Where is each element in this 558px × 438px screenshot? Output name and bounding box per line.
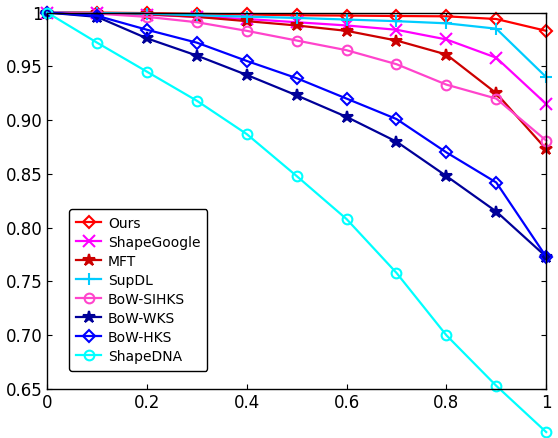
SupDL	[393, 18, 400, 24]
Ours	[44, 10, 51, 15]
BoW-SIHKS	[294, 38, 300, 43]
ShapeDNA	[194, 98, 200, 103]
BoW-HKS	[143, 27, 150, 32]
ShapeDNA	[294, 173, 300, 179]
Legend: Ours, ShapeGoogle, MFT, SupDL, BoW-SIHKS, BoW-WKS, BoW-HKS, ShapeDNA: Ours, ShapeGoogle, MFT, SupDL, BoW-SIHKS…	[69, 209, 208, 371]
BoW-HKS	[243, 58, 250, 64]
SupDL	[243, 14, 250, 19]
Line: Ours: Ours	[43, 8, 550, 35]
BoW-HKS	[443, 150, 450, 155]
SupDL	[194, 13, 200, 18]
MFT	[543, 147, 550, 152]
ShapeDNA	[493, 383, 499, 389]
MFT	[493, 91, 499, 96]
BoW-SIHKS	[243, 28, 250, 33]
BoW-SIHKS	[143, 14, 150, 19]
ShapeGoogle	[493, 55, 499, 60]
SupDL	[343, 17, 350, 22]
Line: MFT: MFT	[41, 6, 552, 155]
Line: BoW-SIHKS: BoW-SIHKS	[42, 8, 551, 145]
BoW-WKS	[543, 254, 550, 259]
Ours	[94, 10, 100, 15]
ShapeGoogle	[543, 101, 550, 106]
Ours	[294, 13, 300, 18]
BoW-WKS	[493, 209, 499, 214]
BoW-SIHKS	[343, 48, 350, 53]
ShapeGoogle	[393, 27, 400, 32]
Line: BoW-WKS: BoW-WKS	[41, 6, 552, 263]
ShapeGoogle	[294, 20, 300, 25]
MFT	[143, 11, 150, 17]
Ours	[493, 16, 499, 21]
ShapeDNA	[243, 131, 250, 137]
Ours	[143, 11, 150, 16]
ShapeDNA	[443, 332, 450, 338]
BoW-SIHKS	[543, 138, 550, 143]
BoW-WKS	[194, 53, 200, 58]
ShapeDNA	[343, 216, 350, 222]
BoW-WKS	[94, 14, 100, 19]
ShapeGoogle	[443, 37, 450, 42]
Ours	[443, 14, 450, 19]
SupDL	[143, 11, 150, 16]
ShapeGoogle	[343, 23, 350, 28]
BoW-WKS	[343, 114, 350, 120]
MFT	[294, 23, 300, 28]
BoW-HKS	[393, 117, 400, 122]
Line: BoW-HKS: BoW-HKS	[43, 8, 550, 261]
MFT	[393, 38, 400, 43]
Line: ShapeDNA: ShapeDNA	[42, 8, 551, 437]
ShapeDNA	[143, 69, 150, 74]
SupDL	[493, 26, 499, 32]
BoW-SIHKS	[493, 96, 499, 101]
ShapeDNA	[393, 270, 400, 276]
MFT	[443, 52, 450, 57]
BoW-WKS	[243, 72, 250, 78]
ShapeGoogle	[243, 16, 250, 21]
Ours	[243, 12, 250, 17]
Ours	[393, 14, 400, 19]
MFT	[343, 28, 350, 33]
BoW-HKS	[493, 180, 499, 185]
BoW-SIHKS	[194, 20, 200, 25]
ShapeGoogle	[94, 11, 100, 16]
BoW-WKS	[143, 36, 150, 41]
Ours	[343, 13, 350, 18]
Line: SupDL: SupDL	[41, 6, 552, 83]
SupDL	[294, 15, 300, 21]
BoW-SIHKS	[393, 62, 400, 67]
SupDL	[44, 10, 51, 15]
BoW-SIHKS	[443, 82, 450, 87]
BoW-WKS	[44, 10, 51, 15]
BoW-HKS	[294, 75, 300, 81]
MFT	[243, 18, 250, 24]
MFT	[44, 10, 51, 15]
BoW-HKS	[543, 254, 550, 259]
Ours	[194, 11, 200, 17]
ShapeDNA	[44, 10, 51, 15]
BoW-HKS	[343, 96, 350, 101]
Ours	[543, 28, 550, 33]
Line: ShapeGoogle: ShapeGoogle	[42, 7, 552, 109]
BoW-SIHKS	[44, 10, 51, 15]
BoW-WKS	[294, 93, 300, 98]
MFT	[194, 14, 200, 19]
BoW-SIHKS	[94, 11, 100, 16]
ShapeGoogle	[44, 10, 51, 15]
SupDL	[543, 74, 550, 80]
ShapeGoogle	[143, 12, 150, 18]
BoW-HKS	[94, 13, 100, 18]
SupDL	[94, 11, 100, 16]
BoW-HKS	[44, 10, 51, 15]
MFT	[94, 11, 100, 16]
BoW-WKS	[443, 173, 450, 179]
ShapeDNA	[94, 40, 100, 45]
ShapeDNA	[543, 429, 550, 434]
BoW-WKS	[393, 139, 400, 144]
SupDL	[443, 21, 450, 26]
ShapeGoogle	[194, 14, 200, 19]
BoW-HKS	[194, 40, 200, 45]
